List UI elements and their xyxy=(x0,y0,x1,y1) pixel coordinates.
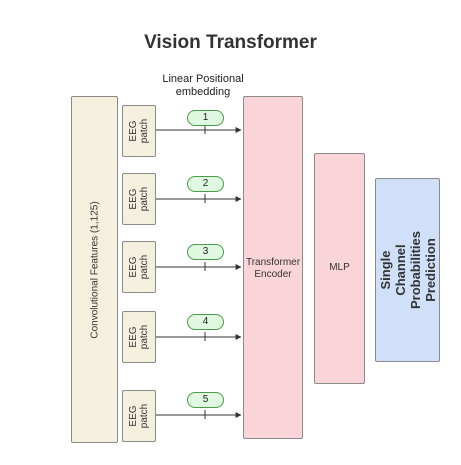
transformer-encoder-block: Transformer Encoder xyxy=(243,96,303,439)
position-embedding-1: 1 xyxy=(187,110,224,126)
position-embedding-2: 2 xyxy=(187,176,224,192)
prediction-block: Single Channel Probabilities Prediction xyxy=(375,178,440,362)
position-embedding-4: 4 xyxy=(187,314,224,330)
convolutional-features-block: Convolutional Features (1,125) xyxy=(71,96,118,443)
diagram-title: Vision Transformer xyxy=(144,32,317,53)
linear-positional-embedding-label: Linear Positional embedding xyxy=(162,73,244,98)
eeg-patch-4: EEG patch xyxy=(122,311,156,363)
transformer-encoder-label: Transformer Encoder xyxy=(245,257,301,280)
prediction-label: Single Channel Probabilities Prediction xyxy=(377,230,438,310)
eeg-patch-1: EEG patch xyxy=(122,105,156,157)
mlp-label: MLP xyxy=(329,262,350,273)
eeg-patch-3: EEG patch xyxy=(122,241,156,293)
position-embedding-3: 3 xyxy=(187,244,224,260)
eeg-patch-5: EEG patch xyxy=(122,390,156,442)
mlp-block: MLP xyxy=(314,153,365,384)
eeg-patch-2: EEG patch xyxy=(122,173,156,225)
position-embedding-5: 5 xyxy=(187,392,224,408)
